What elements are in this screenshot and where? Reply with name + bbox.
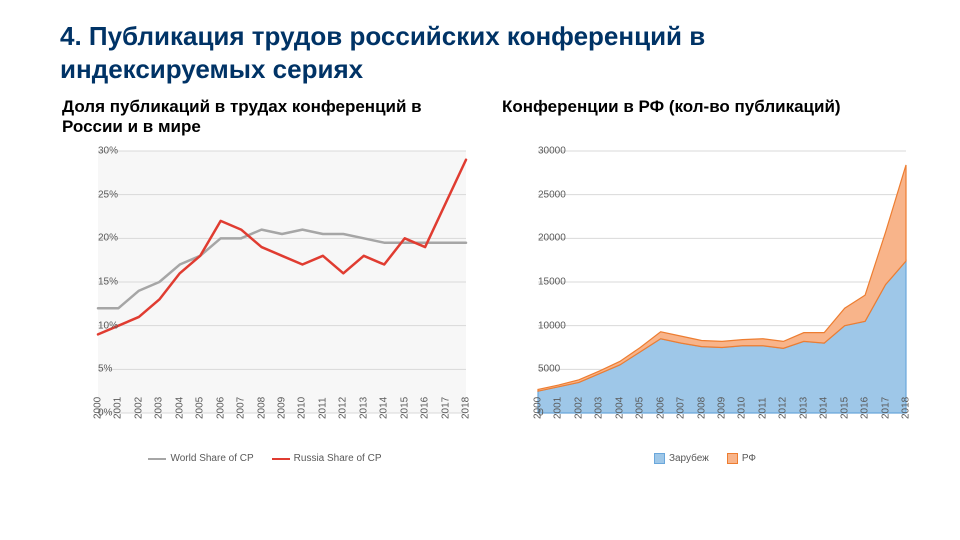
- left-subtitle: Доля публикаций в трудах конференций в Р…: [62, 97, 470, 141]
- xtick-label: 2000: [533, 397, 544, 419]
- xtick-label: 2017: [440, 397, 451, 419]
- xtick-label: 2008: [696, 397, 707, 419]
- xtick-label: 2002: [133, 397, 144, 419]
- legend-swatch: [654, 453, 665, 464]
- right-subtitle: Конференции в РФ (кол-во публикаций): [502, 97, 910, 141]
- xtick-label: 2016: [860, 397, 871, 419]
- xtick-label: 2014: [819, 397, 830, 419]
- slide-title: 4. Публикация трудов российских конферен…: [60, 20, 910, 85]
- left-line-chart: 0%5%10%15%20%25%30%200020012002200320042…: [60, 147, 470, 417]
- xtick-label: 2007: [236, 397, 247, 419]
- xtick-label: 2004: [174, 397, 185, 419]
- legend-label: World Share of CP: [170, 453, 253, 464]
- xtick-label: 2004: [614, 397, 625, 419]
- legend-item: РФ: [727, 453, 756, 464]
- xtick-label: 2011: [757, 397, 768, 419]
- legend-label: Зарубеж: [669, 453, 709, 464]
- xtick-label: 2007: [676, 397, 687, 419]
- xtick-label: 2001: [113, 397, 124, 419]
- legend-swatch: [148, 458, 166, 460]
- legend-item: Russia Share of CP: [272, 453, 382, 464]
- xtick-label: 2018: [901, 397, 912, 419]
- left-chart-column: Доля публикаций в трудах конференций в Р…: [60, 97, 470, 464]
- xtick-label: 2006: [215, 397, 226, 419]
- xtick-label: 2005: [635, 397, 646, 419]
- xtick-label: 2013: [798, 397, 809, 419]
- charts-row: Доля публикаций в трудах конференций в Р…: [60, 97, 910, 464]
- legend-item: Зарубеж: [654, 453, 709, 464]
- xtick-label: 2002: [573, 397, 584, 419]
- right-chart-column: Конференции в РФ (кол-во публикаций) 050…: [500, 97, 910, 464]
- legend-swatch: [727, 453, 738, 464]
- xtick-label: 2012: [338, 397, 349, 419]
- xtick-label: 2009: [277, 397, 288, 419]
- xtick-label: 2018: [461, 397, 472, 419]
- xtick-label: 2000: [93, 397, 104, 419]
- right-legend: Зарубеж РФ: [500, 453, 910, 464]
- right-area-chart: 0500010000150002000025000300002000200120…: [500, 147, 910, 417]
- legend-swatch: [272, 458, 290, 460]
- legend-item: World Share of CP: [148, 453, 253, 464]
- xtick-label: 2005: [195, 397, 206, 419]
- left-legend: World Share of CP Russia Share of CP: [60, 453, 470, 464]
- xtick-label: 2001: [553, 397, 564, 419]
- xtick-label: 2010: [737, 397, 748, 419]
- xtick-label: 2015: [399, 397, 410, 419]
- legend-label: Russia Share of CP: [294, 453, 382, 464]
- xtick-label: 2009: [717, 397, 728, 419]
- xtick-label: 2003: [154, 397, 165, 419]
- xtick-label: 2017: [880, 397, 891, 419]
- xtick-label: 2008: [256, 397, 267, 419]
- xtick-label: 2016: [420, 397, 431, 419]
- xtick-label: 2006: [655, 397, 666, 419]
- xtick-label: 2011: [317, 397, 328, 419]
- xtick-label: 2015: [839, 397, 850, 419]
- xtick-label: 2013: [358, 397, 369, 419]
- xtick-label: 2012: [778, 397, 789, 419]
- xtick-label: 2010: [297, 397, 308, 419]
- xtick-label: 2014: [379, 397, 390, 419]
- legend-label: РФ: [742, 453, 756, 464]
- xtick-label: 2003: [594, 397, 605, 419]
